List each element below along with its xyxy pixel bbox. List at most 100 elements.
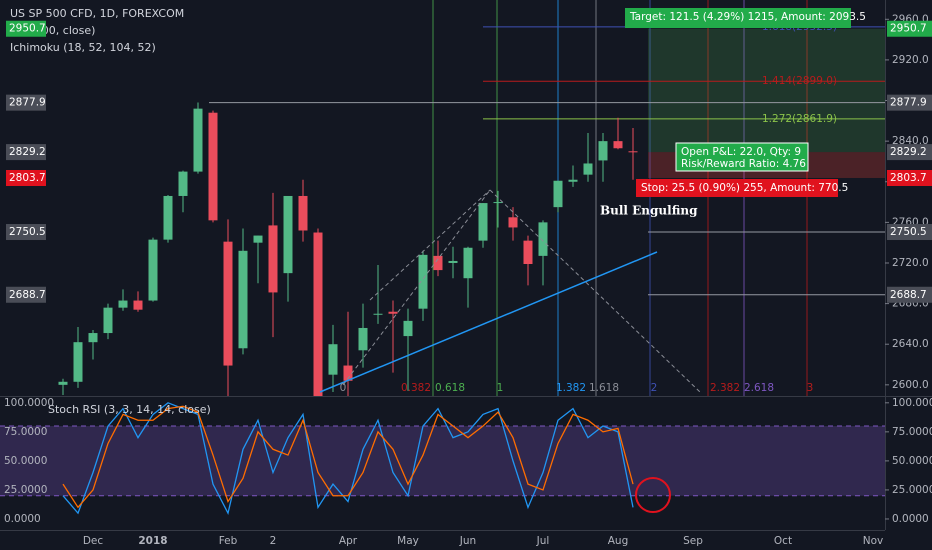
time-zone-label: 3 — [807, 382, 814, 394]
price-tag — [6, 20, 46, 37]
candle-body — [358, 327, 368, 351]
annotation-text: Risk/Reward Ratio: 4.76 — [681, 158, 806, 170]
candle-body — [178, 171, 188, 196]
price-tag-label: 2829.2 — [890, 146, 927, 158]
candle-body — [598, 141, 608, 161]
stoch-line — [62, 405, 634, 509]
x-tick-label: May — [397, 535, 419, 547]
y-tick-label: 75.0000 — [892, 426, 932, 438]
price-tag-label: 2803.7 — [890, 172, 927, 184]
price-tag — [887, 144, 932, 161]
candle-body — [418, 254, 428, 309]
trend-line — [319, 251, 658, 393]
x-tick-label: 2 — [270, 535, 277, 547]
candle-body — [103, 307, 113, 334]
stoch-title: Stoch RSI (3, 3, 14, 14, close) — [48, 403, 211, 416]
time-zone-label: 0.618 — [435, 382, 465, 394]
x-tick-label: Sep — [683, 535, 703, 547]
annotation-box — [636, 179, 838, 197]
candle-body — [58, 381, 68, 385]
candle-body — [583, 163, 593, 175]
price-tag-label: 2688.7 — [9, 289, 46, 301]
candle-body — [148, 239, 158, 301]
price-tag-label: 2877.9 — [9, 97, 46, 109]
time-zone-label: 0.382 — [401, 382, 431, 394]
y-tick-label: 50.0000 — [892, 455, 932, 467]
candle-body — [613, 141, 623, 149]
y-tick-label: 2720.0 — [892, 257, 929, 269]
y-tick-label: 2600.0 — [892, 379, 929, 391]
candle-body — [88, 333, 98, 343]
price-tag — [6, 169, 46, 186]
x-tick-label: Feb — [219, 535, 238, 547]
price-tag — [6, 144, 46, 161]
stoch-band — [0, 426, 885, 496]
candle-body — [433, 255, 443, 271]
price-tag-label: 2750.5 — [9, 226, 46, 238]
candle-body — [553, 180, 563, 208]
time-zone-label: 1.618 — [589, 382, 619, 394]
price-tag — [887, 169, 932, 186]
fib-projection-line — [342, 189, 491, 386]
y-tick-label: 0.0000 — [4, 513, 41, 525]
candle-body — [193, 108, 203, 172]
candle-body — [208, 112, 218, 221]
x-tick-label: 2018 — [138, 535, 167, 547]
price-tag — [887, 94, 932, 111]
x-tick-label: Jun — [459, 535, 476, 547]
x-tick-label: Aug — [608, 535, 629, 547]
candle-body — [463, 247, 473, 279]
y-tick-label: 25.0000 — [892, 484, 932, 496]
candle-body — [403, 320, 413, 337]
fib-label: 1.272(2861.9) — [762, 113, 837, 125]
time-zone-label: 2.382 — [710, 382, 740, 394]
price-tag — [6, 224, 46, 241]
time-zone-label: 2 — [651, 382, 658, 394]
time-zone-label: 1.382 — [556, 382, 586, 394]
stoch-line — [62, 402, 634, 516]
candle-body — [628, 151, 638, 153]
candle-body — [73, 342, 83, 382]
candle-body — [493, 202, 503, 204]
price-tag-label: 2688.7 — [890, 289, 927, 301]
fib-label: 1.414(2899.0) — [762, 75, 837, 87]
price-tag-label: 2829.2 — [9, 146, 46, 158]
x-tick-label: Nov — [863, 535, 884, 547]
x-tick-label: Jul — [536, 535, 550, 547]
x-tick-label: Apr — [339, 535, 358, 547]
price-tag-label: 2877.9 — [890, 97, 927, 109]
y-tick-label: 50.0000 — [4, 455, 47, 467]
x-tick-label: Dec — [83, 535, 104, 547]
candle-body — [388, 311, 398, 314]
highlight-circle — [635, 477, 671, 513]
annotation-text: Target: 121.5 (4.29%) 1215, Amount: 2093… — [629, 11, 866, 23]
candle-body — [568, 179, 578, 182]
y-tick-label: 0.0000 — [892, 513, 929, 525]
price-tag — [6, 286, 46, 303]
y-tick-label: 2920.0 — [892, 54, 929, 66]
candle-body — [328, 344, 338, 375]
price-tag — [887, 20, 932, 37]
y-tick-label: 75.0000 — [4, 426, 47, 438]
candle-body — [133, 300, 143, 310]
indicator-label: Ichimoku (18, 52, 104, 52) — [10, 41, 156, 54]
candle-body — [238, 250, 248, 349]
target-zone — [648, 28, 885, 153]
annotation-box — [675, 142, 809, 172]
price-tag-label: 2950.7 — [890, 23, 927, 35]
annotation-text: Open P&L: 22.0, Qty: 9 — [681, 146, 801, 158]
candle-body — [253, 235, 263, 243]
time-zone-label: 0 — [340, 382, 347, 394]
candle-body — [313, 232, 323, 396]
candle-body — [118, 300, 128, 308]
candle-body — [223, 241, 233, 366]
chart-title: US SP 500 CFD, 1D, FOREXCOM — [10, 7, 184, 20]
candle-body — [343, 365, 353, 381]
price-tag-label: 2950.7 — [9, 23, 46, 35]
candle-body — [373, 313, 383, 315]
price-tag — [887, 224, 932, 241]
fib-projection-line — [369, 189, 491, 301]
candle-body — [298, 195, 308, 231]
price-tag-label: 2803.7 — [9, 172, 46, 184]
